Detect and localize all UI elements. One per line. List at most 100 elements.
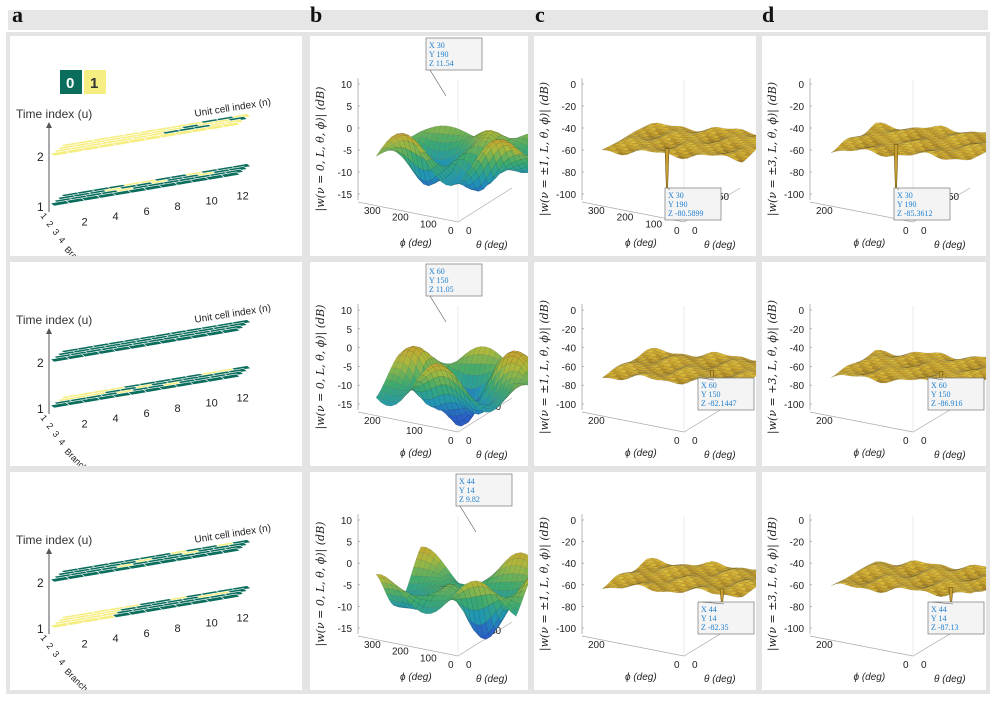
phi-tick: 100 [406, 426, 423, 437]
datatip-x: X 60 [429, 267, 445, 276]
branch-tick: 3 [50, 429, 61, 439]
z-tick: 5 [346, 102, 352, 113]
phi-tick: 0 [903, 226, 909, 237]
z-tick: -80 [562, 168, 577, 179]
time-axis-arrow [46, 122, 52, 128]
panel-c-row3: |w(ν = ±1, L, θ, ϕ)| (dB) 0 -20 -40 -60 -80 -1… [530, 468, 760, 694]
datatip-y: Y 190 [897, 200, 916, 209]
z-axis-label: |w(ν = +3, L, θ, ϕ)| (dB) [766, 300, 780, 434]
theta-axis-label: θ (deg) [704, 674, 736, 685]
mesh-facet [754, 575, 756, 577]
unit-tick: 12 [237, 612, 249, 624]
branch-tick: 4 [56, 235, 67, 245]
surface-mesh [601, 557, 756, 598]
z-axis-label: |w(ν = ±3, L, θ, ϕ)| (dB) [766, 517, 780, 651]
datatip-z: Z 11.05 [429, 285, 454, 294]
mesh-facet [754, 578, 756, 580]
surface-mesh [830, 560, 986, 597]
unit-tick: 12 [237, 190, 249, 202]
layer-u1 [49, 365, 252, 409]
z-axis-label: |w(ν = ±3, L, θ, ϕ)| (dB) [766, 82, 780, 216]
mesh-facet [983, 135, 986, 138]
phi-tick: 200 [392, 213, 409, 224]
z-tick: -10 [338, 168, 353, 179]
mesh-facet [754, 147, 756, 148]
unit-tick: 10 [206, 398, 218, 410]
phi-tick: 100 [420, 653, 437, 664]
datatip-y: Y 150 [429, 276, 448, 285]
mesh-facet [830, 374, 839, 378]
branch-axis-label: Branch index (m) [63, 666, 119, 690]
z-tick: -20 [790, 102, 805, 113]
z-tick: -15 [338, 400, 353, 411]
datatip-box [697, 377, 755, 411]
mesh-facet [525, 360, 528, 364]
datatip-z: Z -86.916 [931, 399, 963, 408]
mesh-facet [754, 367, 756, 369]
z-tick: -60 [790, 581, 805, 592]
unit-tick: 6 [144, 628, 150, 640]
surface-plot-d3: |w(ν = ±3, L, θ, ϕ)| (dB) 0-20-40-60-80-1… [766, 514, 986, 685]
theta-axis-label: θ (deg) [934, 674, 966, 685]
theta-tick: 50 [948, 192, 960, 203]
z-tick: -60 [562, 362, 577, 373]
mesh-facet [754, 570, 756, 571]
panel-letter-a: a [12, 2, 23, 27]
phi-tick: 200 [392, 647, 409, 658]
theta-tick: 0 [692, 436, 698, 447]
datatip-box [425, 37, 483, 71]
mesh-facet [736, 595, 745, 598]
datatip-z: Z -80.5899 [668, 209, 704, 218]
layer-u2 [49, 113, 252, 157]
panel-b-row1: |w(ν = 0, L, θ, ϕ)| (dB) 10 5 0 -5 -10 -15 300 2… [306, 32, 532, 260]
grid-cell [220, 327, 241, 334]
branch-axis-label: Branch index (m) [63, 446, 119, 466]
panel-letter-d: d [762, 2, 775, 27]
mesh-facet [965, 158, 974, 161]
mesh-facet [983, 356, 986, 360]
z-tick: -40 [790, 559, 805, 570]
surface-plot-b1: |w(ν = 0, L, θ, ϕ)| (dB)1050-5-10-153002… [314, 37, 528, 251]
mesh-facet [754, 361, 756, 362]
z-tick: 0 [570, 516, 576, 527]
theta-tick: 0 [921, 436, 927, 447]
mesh-facet [983, 571, 986, 574]
datatip-y: Y 150 [931, 390, 950, 399]
phi-tick: 0 [448, 436, 454, 447]
surface-mesh [375, 345, 528, 427]
z-tick: -40 [562, 344, 577, 355]
grid-cell [220, 171, 241, 178]
panel-c-row2: |w(ν = ±1, L, θ, ϕ)| (dB) 0 -20 -40 -60 -80 -1… [530, 258, 760, 470]
theta-tick: 0 [466, 436, 472, 447]
z-tick: -5 [343, 581, 352, 592]
branch-tick: 1 [38, 633, 49, 643]
panel-d-row3: |w(ν = ±3, L, θ, ϕ)| (dB) 0 -20 -40 -60 -80 -1… [758, 468, 990, 694]
mesh-facet [525, 370, 528, 376]
datatip-pointer [429, 69, 447, 97]
layer-u1 [49, 163, 252, 207]
z-tick: 0 [570, 306, 576, 317]
mesh-facet [754, 571, 756, 574]
theta-tick: 50 [718, 192, 730, 203]
z-tick: 0 [346, 559, 352, 570]
unit-tick: 4 [113, 211, 119, 223]
phi-tick: 300 [364, 640, 381, 651]
z-axis-label: |w(ν = ±1, L, θ, ϕ)| (dB) [538, 517, 552, 651]
datatip-pointer [701, 377, 715, 381]
z-tick: 0 [346, 124, 352, 135]
branch-tick: 2 [44, 641, 55, 651]
phi-axis-label: ϕ (deg) [625, 448, 657, 459]
z-tick: 0 [798, 306, 804, 317]
surface-plot-d1: |w(ν = ±3, L, θ, ϕ)| (dB) 0-20-40-60-80-1… [766, 78, 986, 251]
datatip-pointer [931, 377, 944, 381]
z-tick: -60 [562, 581, 577, 592]
mesh-facet [525, 380, 528, 384]
z-tick: -100 [784, 624, 804, 635]
mesh-facet [983, 573, 986, 576]
datatip-z: Z -82.35 [701, 623, 729, 632]
datatip-box [893, 187, 951, 221]
